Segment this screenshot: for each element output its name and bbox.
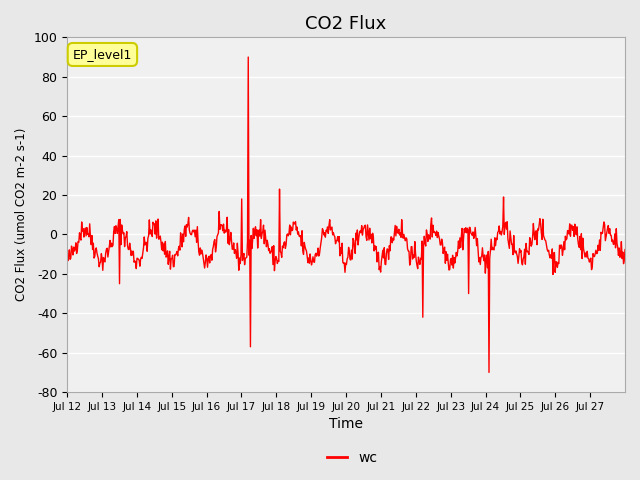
Title: CO2 Flux: CO2 Flux: [305, 15, 387, 33]
Text: EP_level1: EP_level1: [73, 48, 132, 61]
Legend: wc: wc: [321, 445, 383, 471]
X-axis label: Time: Time: [329, 418, 363, 432]
Y-axis label: CO2 Flux (umol CO2 m-2 s-1): CO2 Flux (umol CO2 m-2 s-1): [15, 128, 28, 301]
